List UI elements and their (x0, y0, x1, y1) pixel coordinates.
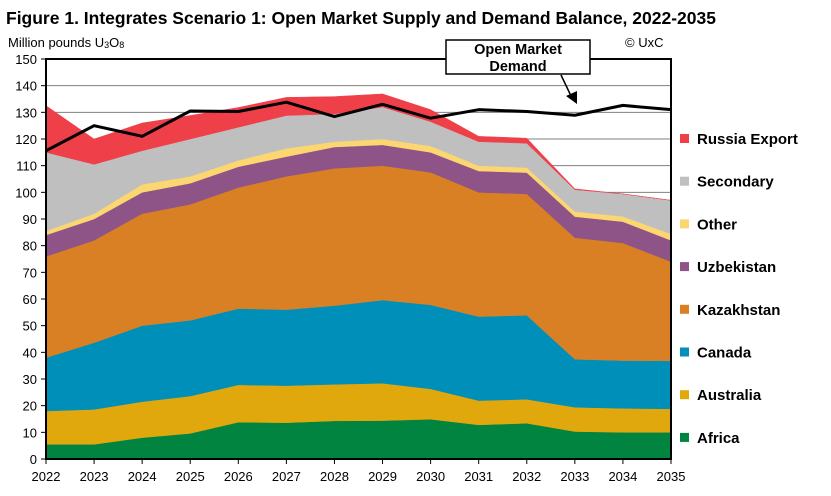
legend-swatch (680, 134, 689, 143)
legend-label: Africa (697, 430, 740, 447)
x-tick-label: 2030 (416, 469, 445, 484)
x-tick-label: 2024 (128, 469, 157, 484)
annotation-box (445, 39, 591, 75)
y-tick-label: 140 (15, 79, 37, 94)
legend-label: Canada (697, 345, 752, 362)
y-axis-label: Million pounds U3O8 (8, 35, 124, 50)
x-tick-label: 2026 (224, 469, 253, 484)
legend-label: Secondary (697, 174, 774, 191)
y-tick-label: 70 (23, 265, 37, 280)
x-tick-label: 2033 (560, 469, 589, 484)
y-tick-label: 100 (15, 185, 37, 200)
x-tick-label: 2025 (176, 469, 205, 484)
x-tick-label: 2031 (464, 469, 493, 484)
y-tick-label: 30 (23, 372, 37, 387)
legend-label: Uzbekistan (697, 259, 776, 276)
x-tick-label: 2035 (657, 469, 686, 484)
x-tick-label: 2034 (608, 469, 637, 484)
x-axis-ticks: 2022 2023 2024 2025 2026 2027 2028 2029 2030 2031… (32, 459, 686, 484)
copyright-text: © UxC (625, 35, 663, 50)
y-tick-label: 50 (23, 319, 37, 334)
chart-title: Figure 1. Integrates Scenario 1: Open Ma… (6, 8, 716, 28)
legend-label: Other (697, 216, 737, 233)
x-tick-label: 2022 (32, 469, 61, 484)
demand-line-group (45, 100, 672, 153)
demand-line (45, 100, 672, 153)
y-tick-label: 80 (23, 239, 37, 254)
legend-swatch (680, 390, 689, 400)
x-tick-label: 2032 (512, 469, 541, 484)
legend-swatch (680, 347, 689, 357)
y-tick-label: 110 (16, 159, 37, 174)
x-tick-label: 2027 (272, 469, 301, 484)
legend-swatch (680, 262, 689, 272)
y-tick-label: 150 (15, 52, 37, 67)
y-tick-label: 120 (15, 132, 37, 147)
annotation-arrowhead-icon (566, 91, 577, 104)
y-tick-label: 0 (30, 452, 37, 467)
area-russia-export (45, 93, 672, 201)
y-tick-label: 20 (23, 399, 37, 414)
x-tick-label: 2029 (368, 469, 397, 484)
plot-frame (45, 58, 672, 460)
y-tick-label: 40 (23, 345, 37, 360)
legend-label: Russia Export (697, 131, 798, 148)
y-tick-label: 10 (23, 425, 37, 440)
area-series (45, 93, 672, 460)
legend-swatch (680, 176, 689, 186)
legend-swatch (680, 219, 689, 229)
legend-swatch (680, 432, 689, 442)
legend-label: Kazakhstan (697, 302, 780, 319)
legend-swatch (680, 304, 689, 314)
y-tick-label: 60 (23, 292, 37, 307)
y-tick-label: 130 (15, 105, 37, 120)
annotation-line1: Open Market (474, 42, 562, 58)
legend: Russia Export Secondary Other Uzbekistan Kaz… (680, 131, 798, 447)
y-axis-ticks: 0 10 20 30 40 50 60 70 80 90 100 110 120 130 140 150 (15, 52, 46, 467)
x-tick-label: 2023 (80, 469, 109, 484)
y-tick-label: 90 (23, 212, 37, 227)
annotation-line2: Demand (489, 59, 546, 75)
x-tick-label: 2028 (320, 469, 349, 484)
demand-annotation: Open Market Demand (445, 39, 591, 104)
legend-label: Australia (697, 387, 762, 404)
